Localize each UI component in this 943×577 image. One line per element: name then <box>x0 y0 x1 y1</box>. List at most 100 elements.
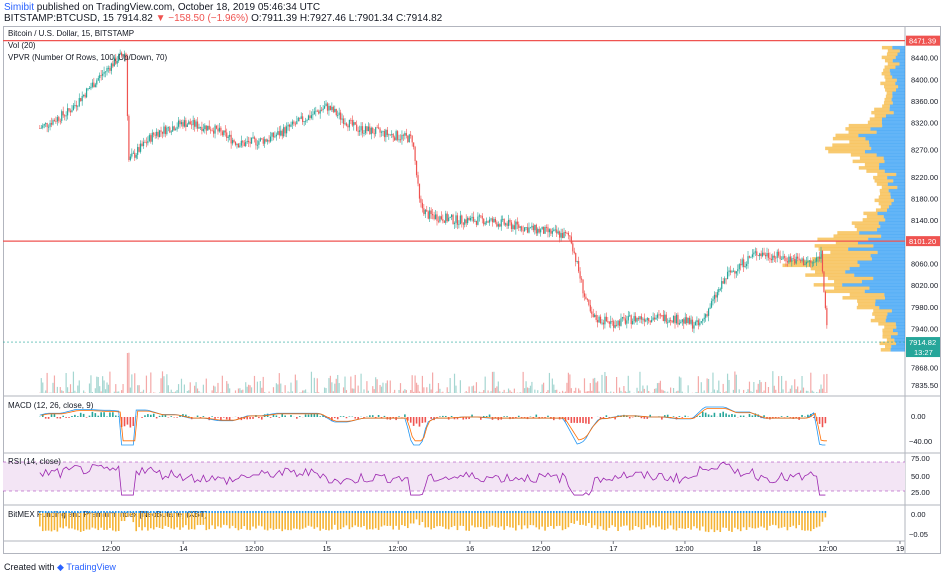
candle-body <box>415 161 418 176</box>
rsi-tick-2: 25.00 <box>911 488 930 497</box>
funding-premium-bar <box>342 511 345 513</box>
candle-body <box>484 222 486 225</box>
funding-bar <box>240 513 243 529</box>
volume-bar <box>626 392 628 393</box>
volume-bar <box>811 390 813 393</box>
vpvr-down-row <box>869 117 882 121</box>
volume-bar <box>107 384 110 393</box>
candle-body <box>754 251 756 253</box>
volume-bar <box>153 392 155 393</box>
volume-bar <box>363 389 365 393</box>
rsi-tick-0: 75.00 <box>911 454 930 463</box>
funding-bar <box>406 513 409 529</box>
funding-premium-bar <box>281 511 284 513</box>
funding-premium-bar <box>187 511 190 513</box>
macd-histogram-bar <box>763 415 765 417</box>
funding-premium-bar <box>237 511 240 513</box>
candle-body <box>360 126 362 131</box>
volume-bar <box>215 392 218 393</box>
volume-bar <box>585 391 587 393</box>
candle-body <box>172 126 174 132</box>
candle-body <box>610 321 612 324</box>
candle-body <box>664 314 666 322</box>
candle-body <box>521 226 523 231</box>
candle-body <box>90 86 92 89</box>
funding-premium-bar <box>602 511 605 513</box>
candle-body <box>507 219 510 226</box>
funding-bar <box>123 513 126 522</box>
funding-bar <box>164 513 167 526</box>
volume-bar <box>161 371 164 393</box>
funding-bar <box>532 513 535 526</box>
funding-premium-bar <box>249 511 251 513</box>
macd-histogram-bar <box>354 417 357 419</box>
candle-body <box>433 215 435 220</box>
volume-bar <box>658 382 660 393</box>
candle-body <box>548 229 551 233</box>
footer-brand[interactable]: TradingView <box>66 562 116 572</box>
candle-body <box>160 130 162 132</box>
vpvr-down-row <box>874 114 886 118</box>
funding-bar <box>558 513 561 526</box>
vpvr-down-row <box>880 81 896 86</box>
macd-histogram-bar <box>304 414 307 417</box>
symbol-line: BITSTAMP:BTCUSD, 15 7914.82 ▼ −158.50 (−… <box>4 13 442 24</box>
funding-bar <box>44 513 47 531</box>
volume-bar <box>567 372 570 393</box>
funding-bar <box>354 513 357 526</box>
volume-bar <box>757 383 759 393</box>
funding-premium-bar <box>412 511 415 513</box>
author-link[interactable]: Simibit <box>4 2 35 13</box>
vpvr-up-row <box>899 49 905 53</box>
macd-histogram-bar <box>123 417 126 427</box>
volume-bar <box>426 387 428 393</box>
funding-premium-bar <box>663 511 666 513</box>
candle-body <box>323 106 326 109</box>
volume-bar <box>145 375 148 393</box>
macd-histogram-bar <box>217 417 219 418</box>
funding-bar <box>471 513 473 526</box>
macd-histogram-bar <box>450 415 453 417</box>
candle-body <box>509 219 511 223</box>
funding-premium-bar <box>310 511 313 513</box>
vpvr-up-row <box>875 299 905 303</box>
funding-premium-bar <box>643 511 646 513</box>
macd-histogram-bar <box>444 415 447 417</box>
volume-bar <box>449 378 451 393</box>
candle-body <box>408 134 410 143</box>
candle-body <box>423 208 425 215</box>
funding-premium-bar <box>506 511 508 513</box>
funding-premium-bar <box>573 511 576 513</box>
funding-premium-bar <box>395 511 397 513</box>
volume-bar <box>823 374 825 393</box>
volume-bar <box>775 389 777 393</box>
candle-body <box>296 120 298 125</box>
candle-body <box>420 198 422 203</box>
macd-histogram-bar <box>281 413 284 417</box>
volume-bar <box>304 389 307 393</box>
volume-bar <box>639 371 641 393</box>
funding-premium-bar <box>658 511 660 513</box>
vpvr-up-row <box>892 58 905 63</box>
candle-body <box>207 125 209 131</box>
funding-premium-bar <box>774 511 777 513</box>
candle-body <box>789 256 791 262</box>
macd-histogram-bar <box>482 416 485 417</box>
funding-premium-bar <box>185 511 187 513</box>
macd-histogram-bar <box>109 412 111 417</box>
funding-bar <box>231 513 234 526</box>
funding-bar <box>380 513 383 527</box>
funding-premium-bar <box>182 511 184 513</box>
tag-mid-line <box>906 236 940 247</box>
volume-bars <box>39 352 828 393</box>
candle-body <box>667 322 669 324</box>
candle-body <box>599 316 602 324</box>
volume-bar <box>478 391 480 393</box>
volume-bar <box>245 382 247 393</box>
funding-bar <box>272 513 275 530</box>
candle-body <box>150 135 152 142</box>
macd-histogram-bar <box>59 417 62 419</box>
candle-body <box>670 320 672 321</box>
funding-premium-bar <box>447 511 450 513</box>
